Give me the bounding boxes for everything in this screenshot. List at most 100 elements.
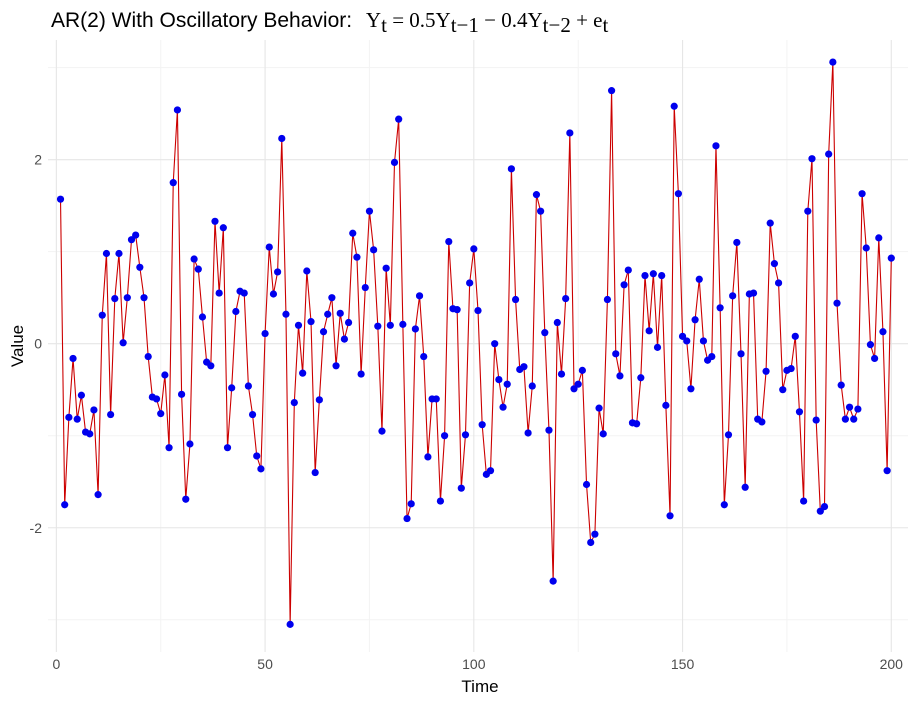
data-point [486,467,495,475]
data-point [770,260,779,268]
x-tick-label: 150 [671,656,695,672]
data-point [670,102,678,110]
data-point [495,375,503,384]
data-point [282,310,290,318]
data-point [649,270,657,278]
data-point [883,467,891,475]
data-point [599,430,607,438]
data-point [403,514,411,523]
data-point [111,295,119,303]
data-point [574,380,582,388]
data-point [749,289,758,297]
data-point [737,350,745,358]
data-point [524,429,532,437]
data-point [215,289,223,297]
data-point [816,507,824,515]
x-axis-label: Time [461,677,498,696]
data-point [382,264,390,272]
data-point [73,415,81,423]
y-axis-ticks: -2 0 2 [30,152,43,536]
data-point [833,299,841,307]
y-tick-label: 2 [34,152,42,168]
data-point [445,237,453,246]
data-point [257,465,265,473]
data-point [332,362,340,370]
data-point [340,335,349,343]
data-point [390,158,399,166]
data-point [779,386,787,394]
data-point [812,416,820,424]
data-point [637,374,645,382]
data-point [165,444,173,452]
data-point [415,292,424,300]
data-point [674,190,682,198]
data-point [582,480,591,489]
data-point [499,403,507,411]
data-point [207,362,215,370]
title-y: Y [366,8,381,32]
data-point [65,413,73,421]
data-point [286,620,294,628]
data-point [616,372,624,380]
data-point [261,329,269,338]
data-point [77,391,85,399]
data-point [716,304,724,312]
data-point [132,231,140,239]
data-point [854,405,862,413]
x-tick-label: 100 [462,656,486,672]
data-point [808,155,816,163]
data-point [324,310,332,318]
data-point [269,290,278,298]
title-eq1: = 0.5Y [387,8,451,32]
data-point [407,500,415,508]
data-point [578,366,586,374]
data-point [194,265,202,273]
x-tick-label: 50 [257,656,273,672]
data-point [666,512,674,520]
data-point [612,350,620,358]
data-point [658,272,666,280]
data-point [232,307,240,316]
data-point [607,87,616,95]
data-point [353,253,361,261]
data-point [587,538,595,547]
data-point [845,403,854,411]
data-point [115,249,123,258]
data-point [795,408,804,416]
data-point [98,311,106,319]
data-point [157,410,165,418]
data-point [140,294,148,302]
data-point [328,294,336,302]
data-point [190,255,198,263]
title-minus: − 0.4Y [479,8,543,32]
data-point [699,337,708,345]
data-point [620,281,628,289]
data-point [570,385,578,393]
data-point [94,491,102,499]
data-point [69,354,77,363]
data-point [478,421,486,429]
data-point [862,244,870,252]
data-point [507,165,515,173]
data-point [294,321,303,329]
data-point [265,243,273,251]
data-point [461,431,470,439]
data-point [253,452,261,460]
data-point [691,316,699,324]
data-point [841,415,849,423]
data-point [683,337,691,345]
data-point [211,217,219,225]
data-point [800,497,808,505]
title-plus: + e [571,8,603,32]
data-point [645,327,653,335]
grid-lines [48,40,908,652]
data-point [791,332,799,340]
data-point [144,352,152,361]
y-axis-label: Value [8,325,27,367]
data-point [102,249,111,258]
title-sub-t1: t−1 [451,13,479,37]
data-point [290,399,298,407]
data-point [557,370,566,378]
data-point [303,267,311,275]
